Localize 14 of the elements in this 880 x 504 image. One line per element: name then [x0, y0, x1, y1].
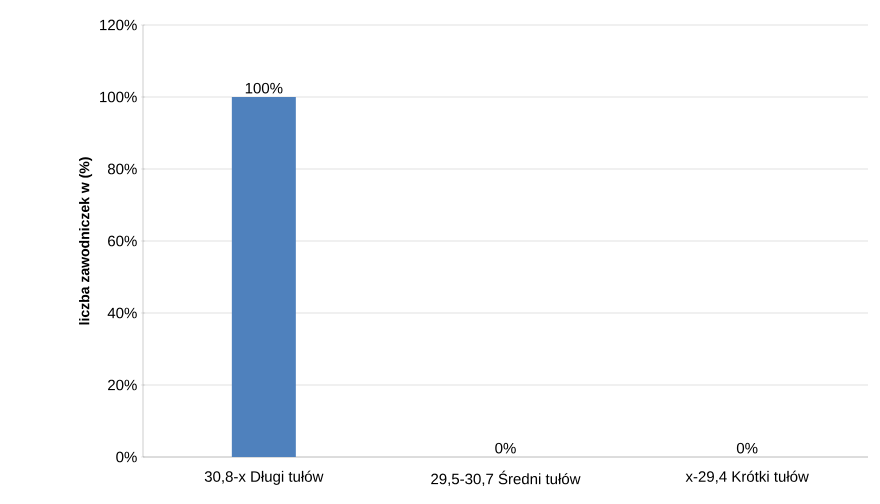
x-tick-label: 29,5-30,7 Średni tułów: [431, 470, 581, 486]
data-label: 100%: [246, 82, 282, 94]
y-tick-label: 60%: [108, 236, 137, 246]
x-tick-label: x-29,4 Krótki tułów: [686, 470, 809, 484]
y-tick-label: 0%: [116, 452, 137, 462]
y-axis-title: liczba zawodniczek w (%): [79, 157, 92, 324]
data-label: 0%: [736, 442, 758, 454]
y-tick-label: 120%: [100, 20, 137, 30]
y-tick-label: 20%: [108, 380, 137, 390]
y-tick-label: 40%: [108, 308, 137, 318]
data-label: 0%: [495, 442, 516, 454]
x-tick-label: 30,8-x Długi tułów: [204, 470, 324, 485]
y-tick-label: 100%: [100, 92, 137, 102]
y-tick-label: 80%: [108, 164, 137, 174]
